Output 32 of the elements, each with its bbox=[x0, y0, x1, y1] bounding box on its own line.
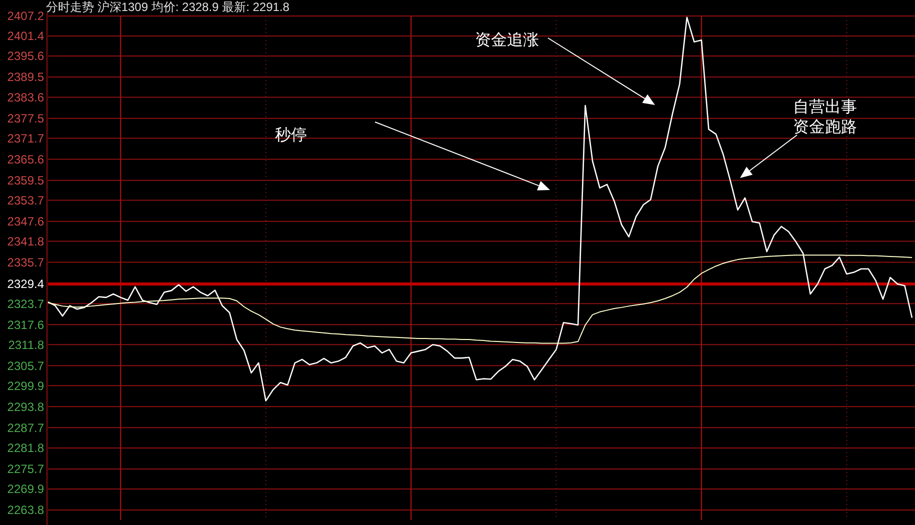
y-tick-label: 2371.7 bbox=[7, 131, 44, 146]
annotation: 资金追涨 bbox=[475, 31, 539, 49]
y-tick-label: 2329.4 bbox=[7, 277, 44, 292]
y-tick-label: 2281.8 bbox=[7, 441, 44, 456]
y-tick-label: 2401.4 bbox=[7, 29, 44, 44]
y-tick-label: 2323.7 bbox=[7, 296, 44, 311]
y-tick-label: 2305.7 bbox=[7, 358, 44, 373]
line-series bbox=[47, 16, 913, 402]
y-tick-label: 2347.6 bbox=[7, 214, 44, 229]
y-tick-label: 2365.6 bbox=[7, 152, 44, 167]
y-tick-label: 2341.8 bbox=[7, 234, 44, 248]
line-series bbox=[48, 254, 912, 344]
y-tick-label: 2293.8 bbox=[7, 400, 44, 414]
y-tick-label: 2269.9 bbox=[7, 482, 44, 496]
y-tick-label: 2299.9 bbox=[7, 378, 44, 393]
chart-title: 分时走势 沪深1309 均价: 2328.9 最新: 2291.8 bbox=[46, 0, 290, 14]
y-tick-label: 2353.7 bbox=[7, 194, 44, 208]
y-tick-label: 2395.6 bbox=[7, 49, 44, 64]
annotation: 自营出事 bbox=[793, 98, 857, 116]
annotation: 秒停 bbox=[275, 126, 307, 144]
y-tick-label: 2383.6 bbox=[7, 90, 44, 104]
y-tick-label: 2389.5 bbox=[7, 70, 44, 84]
y-tick-label: 2275.7 bbox=[7, 462, 44, 476]
y-tick-label: 2335.7 bbox=[7, 256, 44, 270]
y-tick-label: 2359.5 bbox=[7, 174, 44, 188]
y-tick-label: 2317.6 bbox=[7, 318, 44, 332]
annotation: 资金跑路 bbox=[793, 118, 857, 136]
y-tick-label: 2311.8 bbox=[8, 338, 44, 352]
y-tick-label: 2377.5 bbox=[7, 112, 44, 126]
y-tick-label: 2407.2 bbox=[7, 9, 44, 24]
y-tick-label: 2263.8 bbox=[7, 503, 44, 518]
y-tick-label: 2287.7 bbox=[7, 420, 44, 435]
